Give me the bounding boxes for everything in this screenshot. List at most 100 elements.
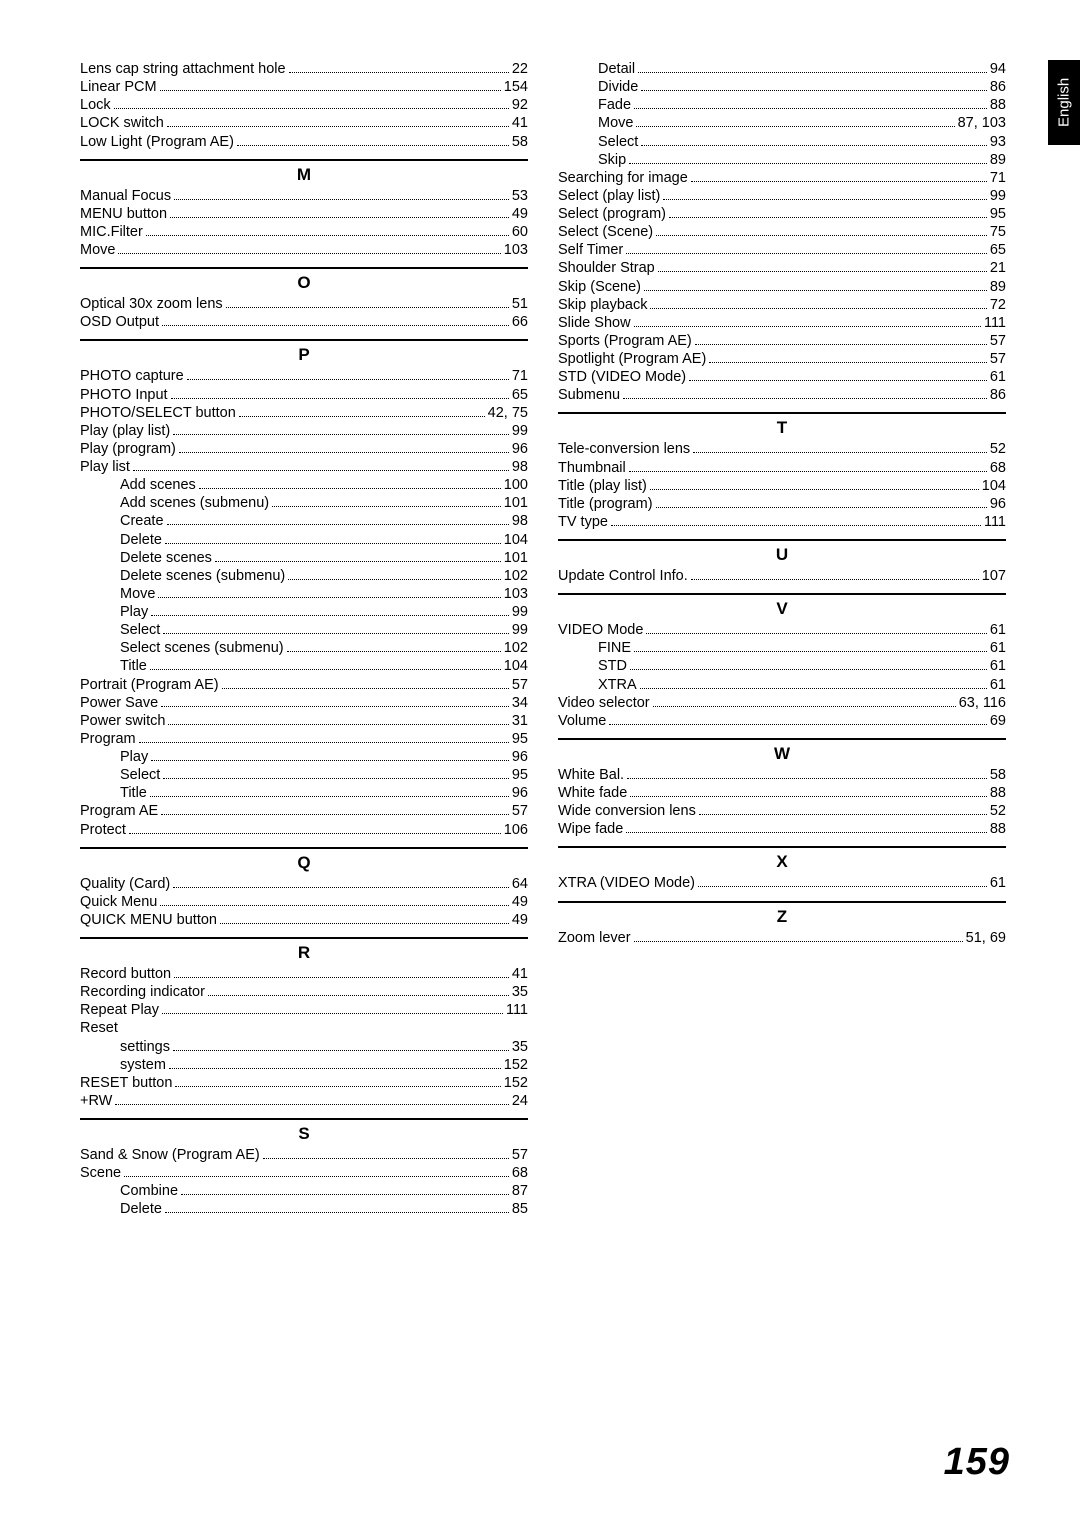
index-entry-page: 98 xyxy=(512,458,528,476)
index-entry-page: 92 xyxy=(512,96,528,114)
leader-dots xyxy=(656,235,987,236)
leader-dots xyxy=(160,905,508,906)
index-entry: Volume69 xyxy=(558,712,1006,730)
index-entry-label: Slide Show xyxy=(558,314,631,332)
leader-dots xyxy=(653,706,956,707)
index-entry: Select99 xyxy=(80,621,528,639)
index-entry-page: 101 xyxy=(504,549,528,567)
leader-dots xyxy=(199,488,501,489)
index-entry-page: 87, 103 xyxy=(958,114,1006,132)
leader-dots xyxy=(634,651,987,652)
index-entry-label: Add scenes xyxy=(120,476,196,494)
index-entry: Program AE57 xyxy=(80,802,528,820)
index-entry-page: 69 xyxy=(990,712,1006,730)
index-entry-label: Power Save xyxy=(80,694,158,712)
leader-dots xyxy=(627,778,987,779)
index-entry: Tele-conversion lens52 xyxy=(558,440,1006,458)
index-entry-page: 102 xyxy=(504,567,528,585)
index-entry: MIC.Filter60 xyxy=(80,223,528,241)
index-entry-page: 57 xyxy=(512,676,528,694)
index-entry-page: 64 xyxy=(512,875,528,893)
index-entry: Scene68 xyxy=(80,1164,528,1182)
index-entry: RESET button152 xyxy=(80,1074,528,1092)
index-entry: MENU button49 xyxy=(80,205,528,223)
index-entry: Lens cap string attachment hole22 xyxy=(80,60,528,78)
section-header: S xyxy=(80,1118,528,1146)
index-entry-label: Fade xyxy=(598,96,631,114)
index-entry-label: Skip xyxy=(598,151,626,169)
index-entry: Title (play list)104 xyxy=(558,477,1006,495)
index-entry-page: 52 xyxy=(990,440,1006,458)
index-entry-label: Shoulder Strap xyxy=(558,259,655,277)
index-entry-label: Sand & Snow (Program AE) xyxy=(80,1146,260,1164)
leader-dots xyxy=(634,326,981,327)
index-entry: Move103 xyxy=(80,585,528,603)
index-entry-page: 34 xyxy=(512,694,528,712)
index-entry-page: 95 xyxy=(512,766,528,784)
index-entry-label: Wide conversion lens xyxy=(558,802,696,820)
leader-dots xyxy=(689,380,987,381)
index-entry-page: 42, 75 xyxy=(488,404,528,422)
index-entry: White Bal.58 xyxy=(558,766,1006,784)
index-entry-label: Select xyxy=(598,133,638,151)
index-entry-page: 49 xyxy=(512,893,528,911)
index-entry-label: PHOTO capture xyxy=(80,367,184,385)
index-entry-label: Self Timer xyxy=(558,241,623,259)
index-entry: Reset xyxy=(80,1019,528,1037)
leader-dots xyxy=(118,253,500,254)
leader-dots xyxy=(644,290,987,291)
section-header: W xyxy=(558,738,1006,766)
index-entry-page: 96 xyxy=(512,440,528,458)
index-entry-label: MIC.Filter xyxy=(80,223,143,241)
index-entry-page: 53 xyxy=(512,187,528,205)
index-entry-page: 51 xyxy=(512,295,528,313)
index-entry: Select95 xyxy=(80,766,528,784)
index-entry-label: STD (VIDEO Mode) xyxy=(558,368,686,386)
leader-dots xyxy=(237,145,509,146)
index-entry-label: Zoom lever xyxy=(558,929,631,947)
leader-dots xyxy=(162,1013,503,1014)
index-entry: Searching for image71 xyxy=(558,169,1006,187)
index-entry-page: 96 xyxy=(990,495,1006,513)
index-entry-label: Scene xyxy=(80,1164,121,1182)
right-column: Detail94Divide86Fade88Move87, 103Select9… xyxy=(558,60,1006,1219)
index-entry-label: Title xyxy=(120,657,147,675)
index-entry: STD (VIDEO Mode)61 xyxy=(558,368,1006,386)
index-entry-page: 96 xyxy=(512,748,528,766)
index-entry-page: 57 xyxy=(990,350,1006,368)
index-entry: Select93 xyxy=(558,133,1006,151)
index-entry-page: 65 xyxy=(512,386,528,404)
leader-dots xyxy=(609,724,986,725)
index-entry-page: 75 xyxy=(990,223,1006,241)
index-entry-label: XTRA xyxy=(598,676,637,694)
index-entry: Play99 xyxy=(80,603,528,621)
index-entry: QUICK MENU button49 xyxy=(80,911,528,929)
index-entry-page: 49 xyxy=(512,911,528,929)
index-entry: VIDEO Mode61 xyxy=(558,621,1006,639)
leader-dots xyxy=(187,379,509,380)
index-entry: Spotlight (Program AE)57 xyxy=(558,350,1006,368)
index-entry: Detail94 xyxy=(558,60,1006,78)
index-entry-page: 57 xyxy=(512,802,528,820)
index-entry: settings35 xyxy=(80,1038,528,1056)
index-entry: XTRA (VIDEO Mode)61 xyxy=(558,874,1006,892)
index-entry: Shoulder Strap21 xyxy=(558,259,1006,277)
index-entry-page: 61 xyxy=(990,874,1006,892)
leader-dots xyxy=(658,271,987,272)
index-entry: Video selector63, 116 xyxy=(558,694,1006,712)
index-entry-label: Repeat Play xyxy=(80,1001,159,1019)
index-entry-page: 72 xyxy=(990,296,1006,314)
leader-dots xyxy=(133,470,509,471)
index-entry: White fade88 xyxy=(558,784,1006,802)
index-entry-page: 85 xyxy=(512,1200,528,1218)
index-entry: Sports (Program AE)57 xyxy=(558,332,1006,350)
index-entry: Select (play list)99 xyxy=(558,187,1006,205)
index-entry: Portrait (Program AE)57 xyxy=(80,676,528,694)
index-columns: Lens cap string attachment hole22Linear … xyxy=(80,60,1010,1219)
index-entry-label: Submenu xyxy=(558,386,620,404)
index-entry-page: 35 xyxy=(512,1038,528,1056)
index-entry-page: 99 xyxy=(512,422,528,440)
section-header: Q xyxy=(80,847,528,875)
leader-dots xyxy=(175,1086,500,1087)
index-entry: Sand & Snow (Program AE)57 xyxy=(80,1146,528,1164)
